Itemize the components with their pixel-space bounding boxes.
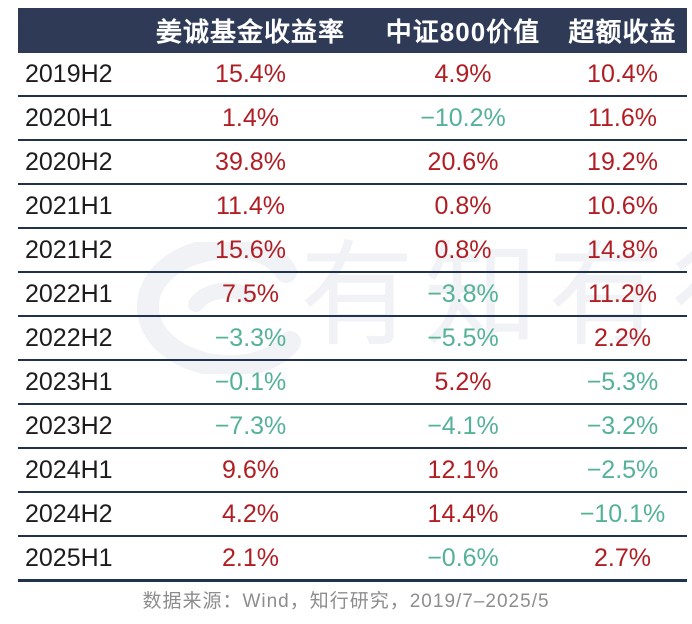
period-cell: 2023H2: [25, 411, 113, 440]
index-return-cell: 20.6%: [427, 147, 499, 176]
index-return-cell: 5.2%: [434, 367, 492, 396]
column-header-fund: 姜诚基金收益率: [155, 17, 345, 47]
period-cell: 2024H1: [25, 455, 113, 484]
excess-return-cell: −2.5%: [586, 455, 659, 484]
period-cell: 2025H1: [25, 543, 113, 572]
index-return-cell: 14.4%: [427, 499, 499, 528]
excess-return-cell: −10.1%: [579, 499, 666, 528]
table-row: 2021H1 11.4% 0.8% 10.6%: [18, 185, 687, 229]
table-row: 2024H1 9.6% 12.1% −2.5%: [18, 449, 687, 493]
fund-return-cell: 39.8%: [215, 147, 286, 176]
table-row: 2022H2 −3.3% −5.5% 2.2%: [18, 317, 687, 361]
excess-return-cell: 10.6%: [587, 191, 658, 220]
fund-return-cell: −0.1%: [214, 367, 287, 396]
index-return-cell: −10.2%: [420, 103, 506, 132]
fund-return-cell: 9.6%: [222, 455, 279, 484]
period-cell: 2020H2: [25, 147, 113, 176]
table-row: 2021H2 15.6% 0.8% 14.8%: [18, 229, 687, 273]
table-row: 2022H1 7.5% −3.8% 11.2%: [18, 273, 687, 317]
index-return-cell: 0.8%: [434, 235, 492, 264]
excess-return-cell: 14.8%: [587, 235, 658, 264]
excess-return-cell: 19.2%: [587, 147, 658, 176]
table-row: 2020H1 1.4% −10.2% 11.6%: [18, 97, 687, 141]
fund-return-cell: 7.5%: [222, 279, 279, 308]
excess-return-cell: 10.4%: [587, 59, 658, 88]
period-cell: 2022H1: [25, 279, 113, 308]
period-cell: 2020H1: [25, 103, 113, 132]
column-header-excess: 超额收益: [568, 17, 677, 47]
table-row: 2023H1 −0.1% 5.2% −5.3%: [18, 361, 687, 405]
period-cell: 2021H1: [25, 191, 113, 220]
data-source-note: 数据来源：Wind，知行研究，2019/7–2025/5: [142, 591, 550, 612]
fund-return-cell: 11.4%: [215, 191, 286, 220]
excess-return-cell: −5.3%: [586, 367, 659, 396]
fund-return-cell: 15.4%: [215, 59, 286, 88]
fund-return-cell: −7.3%: [214, 411, 287, 440]
index-return-cell: −3.8%: [427, 279, 499, 308]
fund-return-cell: −3.3%: [214, 323, 287, 352]
table-row: 2023H2 −7.3% −4.1% −3.2%: [18, 405, 687, 449]
period-cell: 2024H2: [25, 499, 113, 528]
table-row: 2025H1 2.1% −0.6% 2.7%: [18, 537, 687, 582]
table-row: 2019H2 15.4% 4.9% 10.4%: [18, 53, 687, 97]
index-return-cell: 0.8%: [434, 191, 492, 220]
period-cell: 2019H2: [25, 59, 113, 88]
table-row: 2024H2 4.2% 14.4% −10.1%: [18, 493, 687, 537]
index-return-cell: −0.6%: [427, 543, 499, 572]
returns-table: 姜诚基金收益率 中证800价值 超额收益 2019H2 15.4% 4.9% 1…: [18, 8, 687, 582]
index-return-cell: 4.9%: [434, 59, 492, 88]
excess-return-cell: 2.7%: [594, 543, 651, 572]
excess-return-cell: 11.6%: [587, 103, 658, 132]
period-cell: 2021H2: [25, 235, 113, 264]
column-header-index: 中证800价值: [385, 17, 541, 47]
index-return-cell: −4.1%: [427, 411, 499, 440]
excess-return-cell: 2.2%: [594, 323, 651, 352]
fund-return-cell: 4.2%: [222, 499, 279, 528]
index-return-cell: 12.1%: [427, 455, 499, 484]
table-row: 2020H2 39.8% 20.6% 19.2%: [18, 141, 687, 185]
fund-return-cell: 15.6%: [215, 235, 286, 264]
index-return-cell: −5.5%: [427, 323, 499, 352]
fund-return-cell: 1.4%: [222, 103, 279, 132]
excess-return-cell: 11.2%: [587, 279, 658, 308]
table-header-row: 姜诚基金收益率 中证800价值 超额收益: [18, 8, 687, 53]
period-cell: 2023H1: [25, 367, 113, 396]
excess-return-cell: −3.2%: [586, 411, 659, 440]
period-cell: 2022H2: [25, 323, 113, 352]
fund-return-cell: 2.1%: [222, 543, 279, 572]
